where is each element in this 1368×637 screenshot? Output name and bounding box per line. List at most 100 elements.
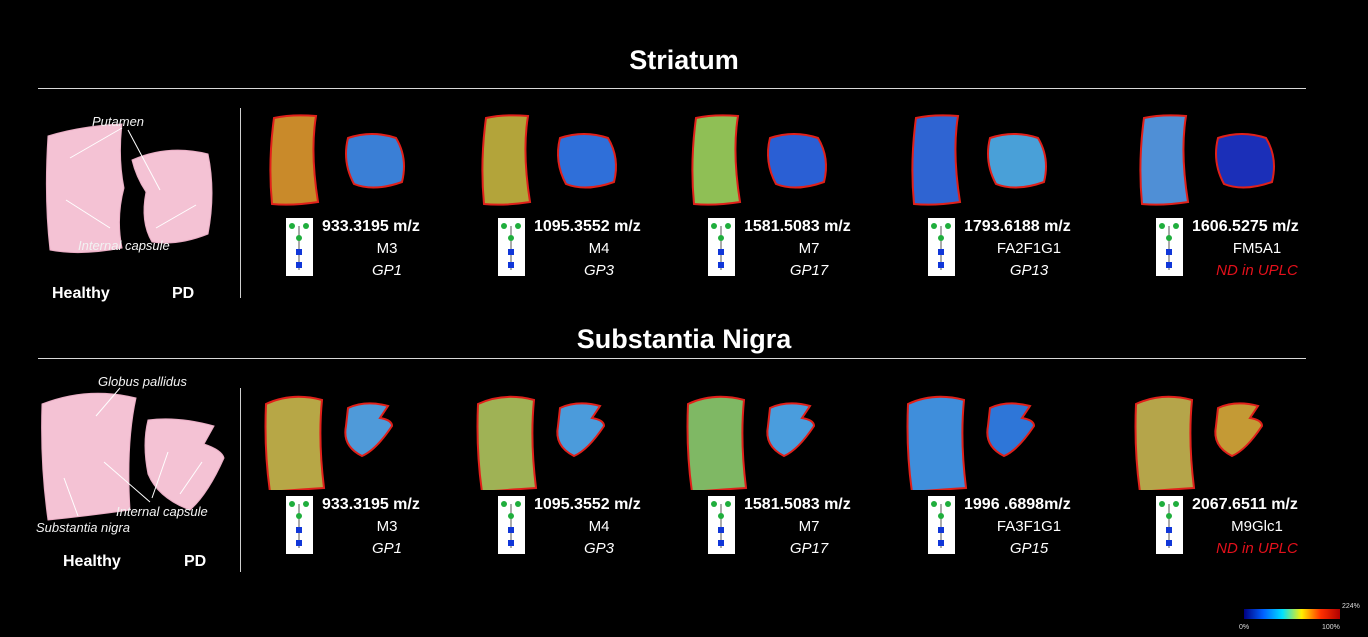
ion-image-healthy [911,114,962,206]
ion-image-pd [1214,402,1264,458]
mz-value: 933.3195 m/z [322,218,420,235]
ion-image-pair [269,114,405,206]
glycan-name: M4 [588,518,610,535]
scale-min-label: 0% [1239,624,1250,631]
gp-peak-label: GP3 [583,540,614,557]
ion-image-pd [766,402,816,458]
condition-pd: PD [172,285,195,302]
ion-image-pd [557,133,617,189]
gp-peak-label: GP17 [789,540,829,557]
glycan-panel: 1793.6188 m/z FA2F1G1 GP13 [904,112,1134,322]
mz-value: 933.3195 m/z [322,496,420,513]
nigra-divider [38,358,1306,359]
striatum-annotation-lines [65,127,197,229]
striatum-pd-tissue [131,149,213,244]
mz-value: 1996 .6898m/z [964,496,1071,513]
section-title-striatum: Striatum [629,45,739,75]
glycan-panel: 1606.5275 m/z FM5A1 ND in UPLC [1132,112,1362,322]
mz-value: 2067.6511 m/z [1192,496,1298,513]
glycan-panel: 1581.5083 m/z M7 GP17 [684,390,914,600]
ion-image-pd [987,133,1047,189]
glycan-panel: 933.3195 m/z M3 GP1 [262,112,492,322]
glycan-name: FA2F1G1 [996,240,1062,257]
color-scale-gradient [1244,609,1340,619]
glycan-panel: 1996 .6898m/z FA3F1G1 GP15 [904,390,1134,600]
ion-image-healthy [686,395,748,490]
glycan-name: M9Glc1 [1231,518,1283,535]
gp-peak-label: GP1 [371,262,402,279]
glycan-panel: 1581.5083 m/z M7 GP17 [684,112,914,322]
gp-peak-label: GP3 [583,262,614,279]
glycan-panel: 2067.6511 m/z M9Glc1 ND in UPLC [1132,390,1362,600]
ion-image-healthy [481,114,532,206]
glycan-name: FM5A1 [1232,240,1282,257]
ion-image-pd [1215,133,1275,189]
mz-value: 1095.3552 m/z [534,218,641,235]
ion-image-healthy [691,114,742,206]
striatum-vertical-divider [240,108,241,298]
mz-value: 1581.5083 m/z [744,496,851,513]
glycan-structure-icon [286,496,313,554]
gp-peak-label: GP15 [1009,540,1049,557]
glycan-panel: 1095.3552 m/z M4 GP3 [474,112,704,322]
annotation-internal-capsule: Internal capsule [116,504,208,519]
ion-image-pair [686,395,816,490]
section-title-substantia-nigra: Substantia Nigra [576,324,792,354]
glycan-name: M7 [798,518,820,535]
mz-value: 1793.6188 m/z [964,218,1071,235]
ion-image-pd [345,133,405,189]
ion-image-pair [691,114,827,206]
ion-image-pair [264,395,394,490]
glycan-structure-icon [708,496,735,554]
ion-image-pd [556,402,606,458]
ion-image-healthy [1134,395,1196,490]
gp-peak-label: GP17 [789,262,829,279]
ion-image-pair [1134,395,1264,490]
mz-value: 1095.3552 m/z [534,496,641,513]
ion-image-healthy [264,395,326,490]
glycan-structure-icon [286,218,313,276]
glycan-structure-icon [928,218,955,276]
glycan-structure-icon [498,218,525,276]
glycan-structure-icon [928,496,955,554]
gp-peak-label: ND in UPLC [1216,540,1298,557]
glycan-name: M7 [798,240,820,257]
nigra-vertical-divider [240,388,241,572]
annotation-globus-pallidus: Globus pallidus [98,374,187,389]
glycan-structure-icon [708,218,735,276]
ion-image-pair [911,114,1047,206]
glycan-name: M3 [376,240,398,257]
scale-max-label: 100% [1322,624,1340,631]
gp-peak-label: ND in UPLC [1216,262,1298,279]
scale-top-label: 224% [1342,603,1360,610]
ion-image-healthy [269,114,320,206]
gp-peak-label: GP13 [1009,262,1049,279]
mz-value: 1606.5275 m/z [1192,218,1299,235]
glycan-panel: 933.3195 m/z M3 GP1 [262,390,492,600]
condition-pd: PD [184,553,207,570]
striatum-healthy-tissue [45,123,125,254]
ion-image-healthy [476,395,538,490]
ion-image-healthy [906,395,968,490]
ion-image-pair [476,395,606,490]
annotation-internal-capsule: Internal capsule [78,238,170,253]
glycan-structure-icon [498,496,525,554]
nigra-healthy-tissue [41,392,137,521]
condition-healthy: Healthy [52,285,110,302]
glycan-structure-icon [1156,218,1183,276]
ion-image-healthy [1139,114,1190,206]
mz-value: 1581.5083 m/z [744,218,851,235]
glycan-name: M4 [588,240,610,257]
ion-image-pair [481,114,617,206]
glycan-name: FA3F1G1 [996,518,1062,535]
gp-peak-label: GP1 [371,540,402,557]
glycan-panel: 1095.3552 m/z M4 GP3 [474,390,704,600]
annotation-putamen: Putamen [92,114,145,129]
color-scale [1244,606,1340,624]
striatum-divider [38,88,1306,89]
ion-image-pair [1139,114,1275,206]
annotation-substantia-nigra: Substantia nigra [36,520,130,535]
nigra-annotation-lines [63,387,203,517]
nigra-pd-tissue [144,418,225,511]
ion-image-pd [986,402,1036,458]
